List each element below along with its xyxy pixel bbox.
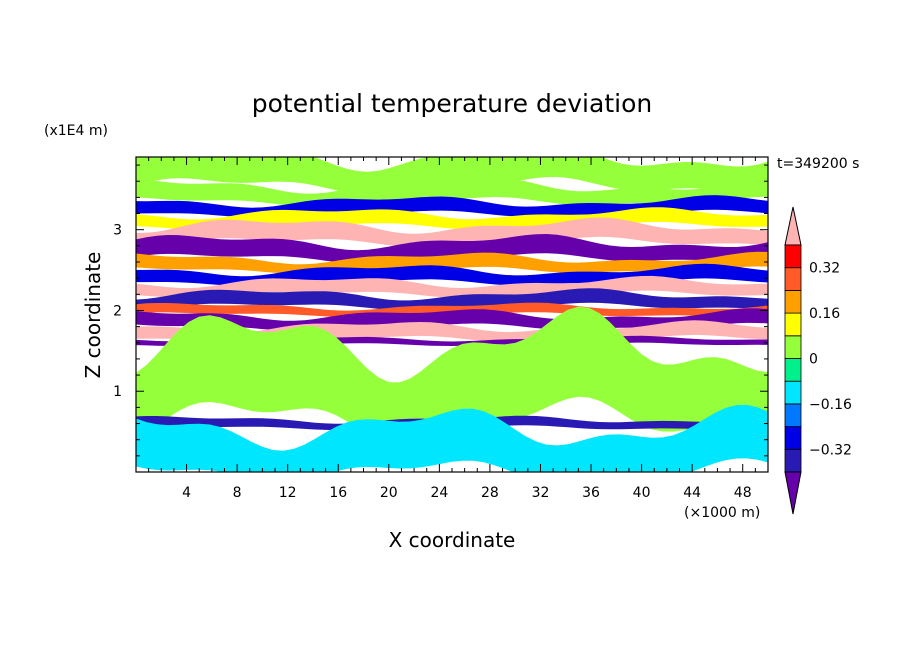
contour-band <box>136 404 768 472</box>
colorbar-segment <box>784 358 802 382</box>
colorbar-over <box>784 206 802 246</box>
contour-band <box>136 306 768 443</box>
y-tick-label: 1 <box>113 384 122 400</box>
colorbar-segment <box>784 403 802 427</box>
colorbar-segment <box>784 289 802 314</box>
colorbar-segment <box>784 312 802 337</box>
colorbar-segment <box>784 380 802 405</box>
colorbar-segment <box>784 426 802 450</box>
colorbar-label: 0.16 <box>809 306 840 322</box>
x-tick-label: 20 <box>380 485 398 501</box>
x-tick-label: 16 <box>329 485 347 501</box>
contour-band <box>136 234 768 263</box>
x-tick-label: 32 <box>532 485 550 501</box>
x-tick-label: 44 <box>683 485 701 501</box>
contour-band <box>136 251 768 274</box>
colorbar-segment <box>784 335 802 359</box>
time-label: t=349200 s <box>777 156 859 172</box>
x-unit-label: (×1000 m) <box>684 505 760 521</box>
y-axis: 1 2 3 <box>113 164 768 457</box>
x-tick-label: 48 <box>734 485 752 501</box>
x-tick-label: 40 <box>633 485 651 501</box>
colorbar-label: −0.32 <box>809 442 852 458</box>
y-tick-label: 3 <box>113 223 122 239</box>
y-axis-label: Z coordinate <box>81 252 105 379</box>
y-tick-label: 2 <box>113 303 122 319</box>
x-tick-label: 4 <box>182 485 191 501</box>
contour-band <box>136 177 768 207</box>
colorbar: 0.32 0.16 0 −0.16 −0.32 <box>784 206 852 515</box>
colorbar-segment <box>784 448 802 473</box>
x-tick-label: 36 <box>582 485 600 501</box>
colorbar-label: 0 <box>809 352 818 368</box>
colorbar-segment <box>784 244 802 269</box>
colorbar-label: −0.16 <box>809 397 852 413</box>
contour-band <box>136 157 768 195</box>
x-axis-label: X coordinate <box>389 528 516 552</box>
y-unit-label: (x1E4 m) <box>44 123 108 139</box>
contour-band <box>136 217 768 247</box>
contour-band <box>136 302 768 317</box>
contour-band <box>136 288 768 311</box>
colorbar-label: 0.32 <box>809 261 840 277</box>
x-tick-label: 8 <box>233 485 242 501</box>
x-axis: 4 8 12 16 20 24 28 32 36 40 44 48 <box>148 157 756 501</box>
colorbar-under <box>784 471 802 515</box>
x-tick-label: 24 <box>430 485 448 501</box>
contour-field <box>136 157 768 472</box>
colorbar-segment <box>784 267 802 291</box>
chart-title: potential temperature deviation <box>252 89 652 118</box>
x-tick-label: 12 <box>279 485 297 501</box>
x-tick-label: 28 <box>481 485 499 501</box>
